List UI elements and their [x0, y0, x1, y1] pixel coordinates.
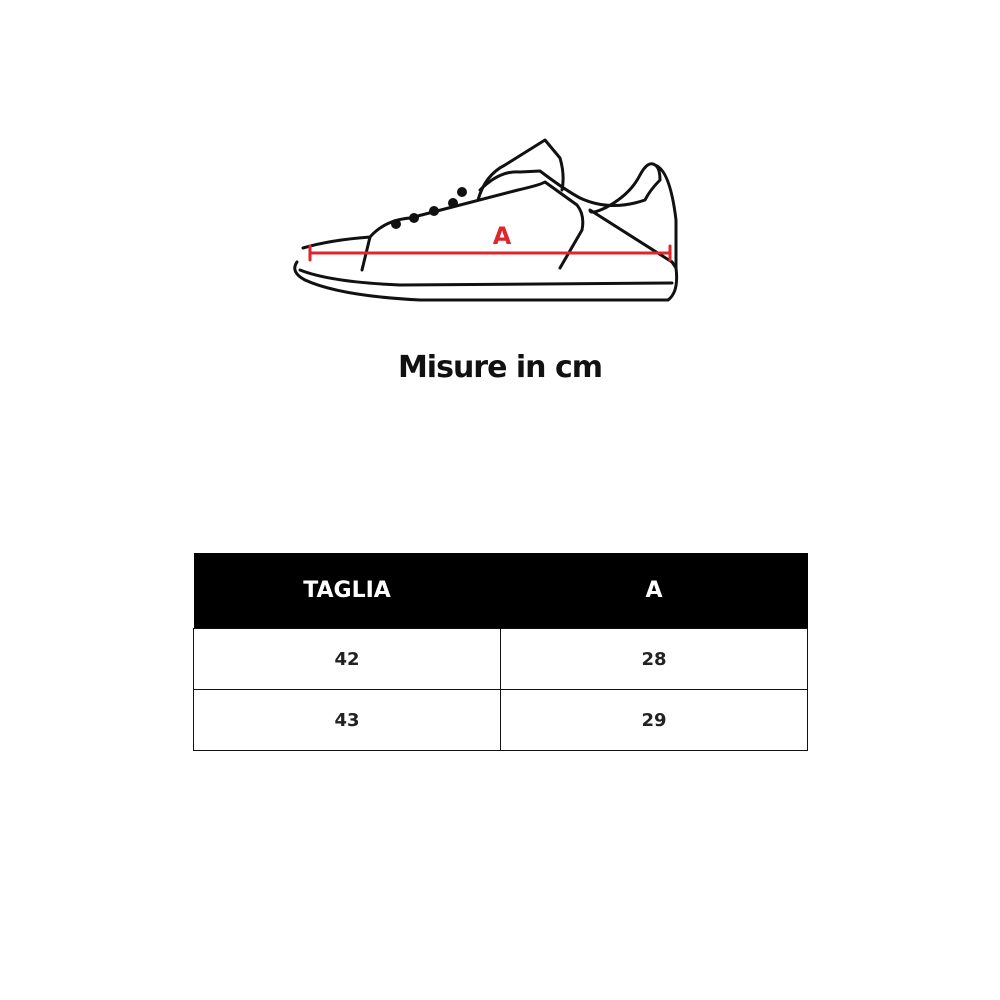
shoe-sole	[293, 260, 679, 302]
shoe-diagram: A	[293, 138, 679, 302]
cell-taglia: 42	[193, 628, 501, 690]
lace-eyelet	[457, 187, 467, 197]
size-table: TAGLIA A 42 28 43 29	[193, 553, 808, 751]
shoe-tongue	[476, 138, 565, 202]
header-a: A	[500, 553, 808, 629]
measure-a-line	[308, 244, 672, 262]
shoe-collar	[478, 162, 678, 270]
lace-eyelet	[429, 206, 439, 216]
measure-a-label: A	[493, 222, 512, 250]
lace-eyelet	[409, 213, 419, 223]
cell-a: 28	[500, 628, 808, 690]
page-title: Misure in cm	[397, 350, 603, 385]
table-row: 43 29	[193, 689, 808, 751]
laces	[391, 187, 467, 229]
shoe-upper	[368, 180, 585, 270]
table-header-row: TAGLIA A	[193, 553, 808, 629]
table-row: 42 28	[193, 628, 808, 690]
cell-a: 29	[500, 689, 808, 751]
header-taglia: TAGLIA	[193, 553, 501, 629]
lace-eyelet	[391, 219, 401, 229]
cell-taglia: 43	[193, 689, 501, 751]
shoe-midsole-line	[298, 268, 674, 287]
lace-eyelet	[448, 198, 458, 208]
